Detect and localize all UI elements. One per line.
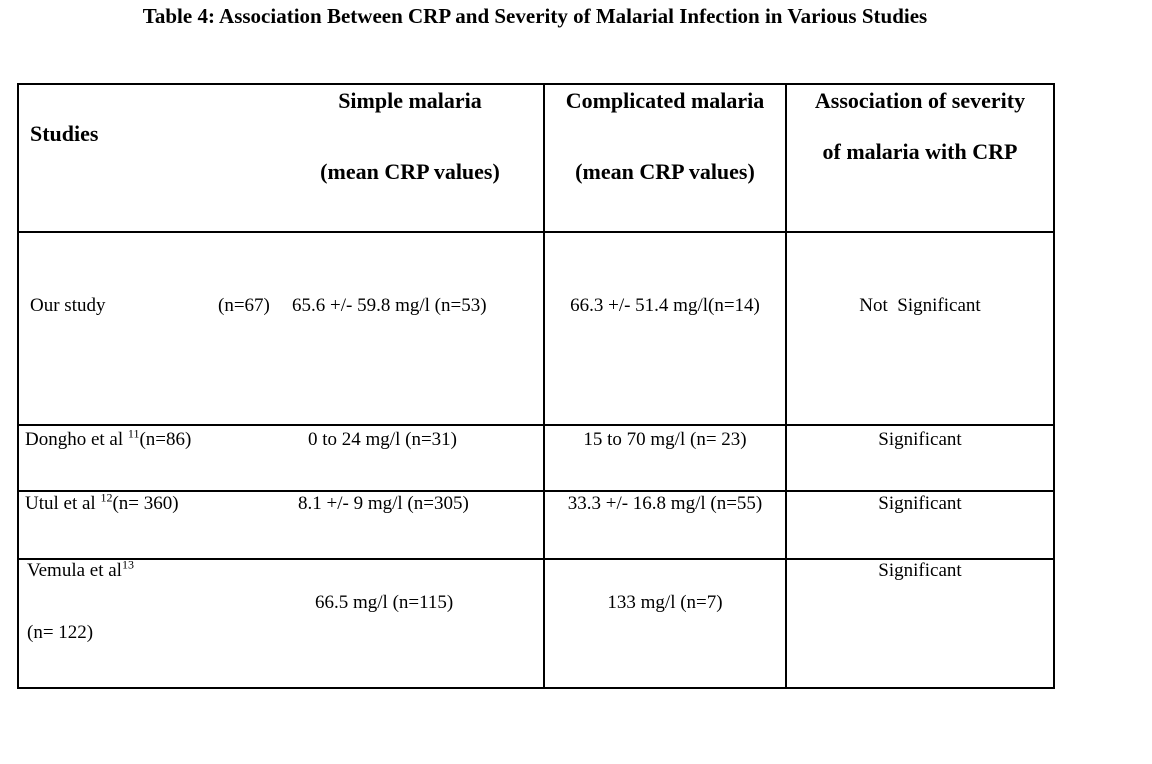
table-row-our-study: Our study (n=67) 65.6 +/- 59.8 mg/l (n=5…: [17, 231, 1055, 426]
cell-association-value: Significant: [785, 424, 1055, 492]
study-name: Utul et al: [25, 493, 101, 514]
header-cell-complicated-malaria: Complicated malaria (mean CRP values): [543, 83, 787, 233]
header-cell-studies-and-simple: Studies Simple malaria (mean CRP values): [17, 83, 545, 233]
cell-association-value: Not Significant: [785, 231, 1055, 426]
complicated-malaria-value: 15 to 70 mg/l (n= 23): [583, 429, 747, 450]
cell-association-value: Significant: [785, 490, 1055, 560]
simple-malaria-value: 8.1 +/- 9 mg/l (n=305): [298, 493, 469, 514]
header-cell-association: Association of severity of malaria with …: [785, 83, 1055, 233]
header-simple-malaria-line2: (mean CRP values): [320, 159, 500, 184]
cell-complicated-value: 66.3 +/- 51.4 mg/l(n=14): [543, 231, 787, 426]
simple-malaria-value: 65.6 +/- 59.8 mg/l (n=53): [292, 295, 487, 316]
table-row-vemula: Vemula et al13 66.5 mg/l (n=115) (n= 122…: [17, 557, 1055, 689]
header-association-line2: of malaria with CRP: [822, 139, 1018, 164]
complicated-malaria-value: 66.3 +/- 51.4 mg/l(n=14): [570, 295, 760, 316]
cell-complicated-value: 133 mg/l (n=7): [543, 558, 787, 689]
study-sample-size: (n= 360): [112, 493, 179, 514]
study-name-group: Utul et al 12(n= 360): [25, 490, 179, 515]
table-row-dongho: Dongho et al 11(n=86) 0 to 24 mg/l (n=31…: [17, 424, 1055, 492]
study-reference-superscript: 12: [100, 490, 113, 505]
crp-severity-table: Studies Simple malaria (mean CRP values)…: [17, 83, 1055, 689]
cell-study-and-simple: Utul et al 12(n= 360) 8.1 +/- 9 mg/l (n=…: [17, 490, 545, 560]
study-sample-size: (n=86): [139, 429, 192, 450]
study-name: Our study: [30, 295, 106, 316]
header-association-line1: Association of severity: [814, 88, 1026, 113]
study-sample-size: (n= 122): [27, 622, 94, 643]
study-name-group: Dongho et al 11(n=86): [25, 426, 192, 451]
header-complicated-malaria-line2: (mean CRP values): [575, 159, 755, 184]
cell-complicated-value: 15 to 70 mg/l (n= 23): [543, 424, 787, 492]
study-reference-superscript: 13: [121, 557, 134, 572]
cell-study-and-simple: Vemula et al13 66.5 mg/l (n=115) (n= 122…: [17, 557, 545, 689]
cell-study-and-simple: Dongho et al 11(n=86) 0 to 24 mg/l (n=31…: [17, 424, 545, 492]
header-studies-label: Studies: [30, 121, 99, 146]
header-simple-malaria-line1: Simple malaria: [338, 88, 482, 113]
cell-complicated-value: 33.3 +/- 16.8 mg/l (n=55): [543, 490, 787, 560]
study-name-group: Vemula et al13: [27, 557, 134, 582]
simple-malaria-value: 66.5 mg/l (n=115): [315, 592, 454, 613]
study-name: Dongho et al: [25, 429, 128, 450]
table-caption: Table 4: Association Between CRP and Sev…: [142, 4, 928, 28]
association-value: Not Significant: [859, 295, 981, 316]
study-reference-superscript: 11: [127, 426, 140, 441]
complicated-malaria-value: 133 mg/l (n=7): [607, 592, 723, 613]
association-value: Significant: [878, 493, 962, 514]
table-header-row: Studies Simple malaria (mean CRP values)…: [17, 83, 1055, 233]
cell-association-value: Significant: [785, 558, 1055, 689]
study-name: Vemula et al: [27, 560, 122, 581]
cell-study-and-simple: Our study (n=67) 65.6 +/- 59.8 mg/l (n=5…: [17, 231, 545, 426]
association-value: Significant: [878, 560, 962, 581]
association-value: Significant: [878, 429, 962, 450]
simple-malaria-value: 0 to 24 mg/l (n=31): [308, 429, 457, 450]
complicated-malaria-value: 33.3 +/- 16.8 mg/l (n=55): [567, 493, 763, 514]
table-row-utul: Utul et al 12(n= 360) 8.1 +/- 9 mg/l (n=…: [17, 490, 1055, 560]
header-complicated-malaria-line1: Complicated malaria: [565, 88, 765, 113]
study-sample-size: (n=67): [218, 295, 270, 316]
